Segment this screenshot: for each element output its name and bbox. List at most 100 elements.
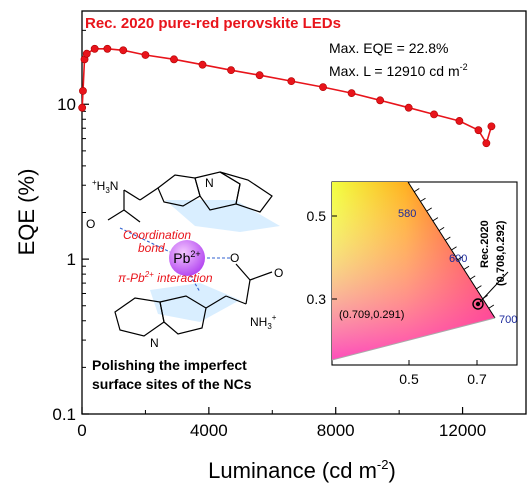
- lower-bond-4: [249, 271, 273, 281]
- pb-ion-charge: 2+: [190, 249, 200, 259]
- locus-tick: [488, 304, 495, 309]
- lower-bond-3: [245, 279, 251, 305]
- spectral-locus-ticks: [413, 188, 495, 309]
- upper-o-atom: O: [86, 217, 95, 231]
- cie-inset: (0.709,0.291) Rec.2020 (0.708,0.292) 580…: [307, 181, 518, 387]
- data-point: [170, 55, 178, 64]
- coordination-arrow: [119, 227, 171, 253]
- upper-amine-sub: 3: [105, 186, 110, 195]
- locus-tick: [476, 285, 482, 290]
- lower-bond-1: [205, 295, 227, 309]
- lower-ring-b: [159, 295, 207, 335]
- purple-line: [332, 317, 496, 361]
- data-point: [404, 103, 413, 112]
- wavelength-700: 700: [499, 314, 517, 326]
- pb-ion: [169, 240, 205, 276]
- upper-ring-shadow: [165, 200, 280, 232]
- wavelength-580: 580: [398, 208, 416, 220]
- data-point: [79, 86, 87, 95]
- max-eqe-annotation: Max. EQE = 22.8%: [329, 40, 448, 56]
- locus-tick: [426, 207, 432, 212]
- x-axis-label: Luminance (cd m-2): [208, 457, 396, 483]
- coordination-bond-label: Coordination: [123, 228, 191, 242]
- pi-interaction-tail: interaction: [154, 271, 213, 285]
- molecule-schematic: N O +H3N N O O NH3+ Pb2+ Coordination bo…: [86, 171, 283, 392]
- upper-amine-n: N: [110, 179, 119, 193]
- y-tick-label: 1: [67, 250, 76, 269]
- upper-bond-2: [123, 189, 141, 201]
- measured-point-label: (0.709,0.291): [339, 309, 404, 321]
- chart-title: Rec. 2020 pure-red perovskite LEDs: [85, 15, 341, 32]
- pi-interaction-arrow: [189, 274, 201, 293]
- inset-y-tick-label-05: 0.5: [307, 208, 327, 224]
- lower-o-atom-2: O: [230, 251, 239, 265]
- lower-bond-2: [225, 295, 247, 305]
- eqe-series-points: [78, 44, 496, 148]
- data-point: [376, 96, 385, 105]
- upper-carbonyl: [123, 209, 141, 223]
- rec2020-pointer: [479, 271, 509, 303]
- upper-amine-h: H: [97, 179, 106, 193]
- lower-amine-nh: NH: [250, 315, 267, 329]
- locus-tick: [463, 265, 470, 270]
- data-point: [455, 117, 464, 125]
- locus-tick: [432, 217, 439, 222]
- data-point: [319, 83, 327, 92]
- wavelength-600: 600: [449, 253, 467, 265]
- y-axis-label: EQE (%): [14, 169, 39, 256]
- max-luminance-exponent: -2: [460, 62, 468, 72]
- pi-interaction-label: π-Pb2+ interaction: [118, 270, 213, 285]
- caption-line-2: surface sites of the NCs: [92, 376, 252, 392]
- data-point: [482, 139, 491, 148]
- x-tick-label: 8000: [317, 421, 355, 440]
- x-tick-label: 4000: [190, 421, 228, 440]
- pb-ion-symbol: Pb: [173, 250, 190, 266]
- max-luminance-text: Max. L = 12910 cd m: [329, 63, 460, 79]
- data-point: [82, 49, 91, 58]
- data-point: [255, 71, 264, 80]
- data-point: [119, 46, 128, 55]
- locus-tick: [420, 197, 426, 202]
- data-point: [347, 89, 356, 98]
- locus-tick: [413, 188, 420, 193]
- x-tick-label: 12000: [439, 421, 486, 440]
- data-point: [78, 103, 87, 112]
- data-point: [103, 44, 112, 53]
- lower-amine-charge: +: [272, 313, 277, 322]
- data-point: [287, 77, 296, 86]
- locus-tick: [457, 256, 464, 261]
- lower-amine: NH3+: [250, 313, 277, 331]
- eqe-series-line: [81, 47, 493, 146]
- upper-n-atom: N: [205, 176, 214, 190]
- y-tick-label: 0.1: [52, 405, 76, 424]
- lower-o-atom: O: [274, 266, 283, 280]
- x-axis-label-close: ): [388, 458, 395, 483]
- measured-point-marker: [475, 301, 481, 307]
- data-point: [90, 44, 99, 53]
- lower-amine-sub: 3: [267, 322, 272, 331]
- gamut-fill-overlay: [332, 182, 495, 360]
- rec2020-coords: (0.708,0.292): [495, 220, 507, 286]
- lower-carbonyl: [235, 263, 251, 281]
- data-point: [141, 51, 150, 59]
- data-point: [198, 60, 207, 69]
- x-axis-ticks: 0 4000 8000 12000: [77, 407, 486, 440]
- pi-interaction-text: π-Pb: [118, 271, 145, 285]
- pb-ion-label: Pb2+: [173, 249, 200, 266]
- locus-tick: [469, 275, 476, 280]
- pi-interaction-charge: 2+: [144, 270, 154, 279]
- upper-bond-1: [139, 187, 159, 201]
- data-point: [487, 122, 496, 131]
- data-point: [430, 110, 438, 119]
- inset-axis-ticks: [332, 215, 478, 365]
- inset-x-tick-label-07: 0.7: [467, 371, 487, 387]
- locus-tick: [438, 226, 445, 231]
- rec2020-marker: [472, 298, 484, 310]
- x-axis-label-main: Luminance (cd m: [208, 458, 377, 483]
- data-point: [474, 126, 483, 135]
- inset-x-tick-label-05: 0.5: [399, 371, 419, 387]
- locus-tick: [445, 236, 451, 241]
- caption-line-1: Polishing the imperfect: [92, 357, 247, 373]
- upper-ring-c: [219, 171, 273, 213]
